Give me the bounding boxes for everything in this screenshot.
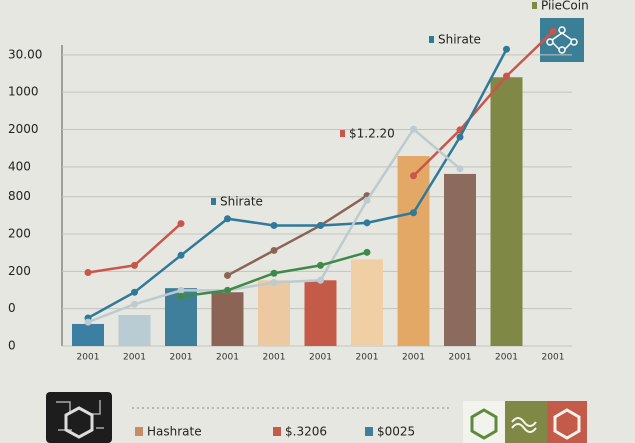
- line-point: [317, 276, 324, 284]
- line-point: [317, 221, 324, 229]
- annotation-marker: [429, 36, 434, 43]
- line-point: [270, 246, 278, 254]
- line-point: [503, 72, 510, 80]
- y-tick-label: 800: [8, 189, 31, 203]
- bar: [304, 280, 337, 346]
- y-tick-label: 30.00: [8, 47, 42, 61]
- bar: [72, 323, 104, 346]
- bar: [211, 292, 244, 346]
- annotation: PiieCoin: [541, 0, 589, 13]
- x-tick-label: 2001: [356, 353, 379, 363]
- line-point: [503, 45, 510, 53]
- line-series: [226, 194, 368, 277]
- line-point: [363, 248, 371, 256]
- y-tick-label: 1000: [8, 85, 39, 99]
- line-point: [224, 286, 231, 294]
- bar: [397, 156, 430, 346]
- line-point: [317, 261, 324, 269]
- line-point: [84, 318, 92, 326]
- coin-icon: [540, 18, 584, 62]
- legend-label: Hashrate: [147, 425, 202, 439]
- x-tick-label: 2001: [449, 353, 472, 363]
- annotation-marker: [211, 198, 216, 205]
- line-point: [224, 271, 231, 279]
- line-point: [363, 219, 371, 227]
- bar: [490, 77, 523, 347]
- y-tick-label: 200: [8, 227, 31, 241]
- bar: [351, 259, 383, 346]
- x-tick-label: 2001: [77, 353, 100, 363]
- x-tick-label: 2001: [216, 353, 239, 363]
- line-point: [270, 269, 278, 277]
- line-point: [456, 133, 464, 141]
- bar: [444, 173, 476, 346]
- line-point: [84, 268, 92, 276]
- line-point: [456, 165, 464, 173]
- annotation: Shirate: [220, 195, 263, 209]
- x-tick-label: 2001: [170, 353, 193, 363]
- line-point: [177, 251, 185, 259]
- legend-swatch: [273, 427, 281, 436]
- annotation-marker: [340, 130, 345, 137]
- annotation-marker: [532, 2, 537, 9]
- y-tick-label: 400: [8, 159, 31, 173]
- line-point: [224, 215, 231, 223]
- x-tick-label: 2001: [495, 353, 518, 363]
- line-point: [131, 261, 138, 269]
- line-point: [363, 196, 371, 204]
- y-tick-label: 200: [8, 264, 31, 278]
- legend-label: $.3206: [285, 425, 327, 439]
- x-tick-label: 2001: [309, 353, 332, 363]
- y-tick-label: 2000: [8, 122, 39, 136]
- line-point: [549, 27, 557, 35]
- line-series: [87, 30, 554, 274]
- line-point: [410, 209, 417, 217]
- line-point: [177, 220, 185, 228]
- legend-swatch: [135, 427, 143, 436]
- line-point: [177, 286, 185, 294]
- bar: [258, 280, 290, 346]
- line-point: [410, 172, 417, 180]
- x-tick-label: 2001: [402, 353, 425, 363]
- line-point: [270, 221, 278, 229]
- line-point: [131, 300, 138, 308]
- bar: [118, 315, 151, 346]
- line-series: [87, 48, 508, 320]
- line-point: [177, 292, 185, 300]
- x-tick-label: 2001: [123, 353, 146, 363]
- x-tick-label: 2001: [263, 353, 286, 363]
- legend-swatch: [365, 427, 373, 436]
- annotation: Shirate: [438, 33, 481, 47]
- legend-label: $0025: [377, 425, 415, 439]
- y-tick-label: 0: [8, 339, 16, 353]
- line-point: [270, 279, 278, 287]
- y-tick-label: 0: [8, 301, 16, 315]
- line-point: [131, 288, 138, 296]
- badges: [463, 401, 587, 443]
- line-point: [410, 125, 417, 133]
- chip-icon: [46, 392, 112, 443]
- x-tick-label: 2001: [542, 353, 565, 363]
- annotation: $1.2.20: [349, 127, 395, 141]
